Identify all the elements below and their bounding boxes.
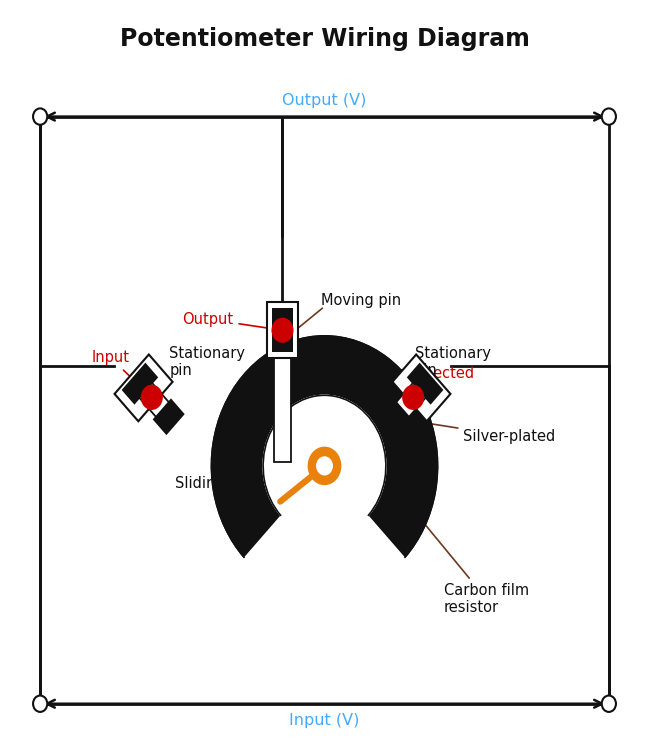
Text: Input: Input (92, 351, 150, 395)
Polygon shape (153, 398, 185, 435)
Text: Stationary
pin: Stationary pin (169, 345, 245, 378)
Bar (275, 358, 291, 463)
Text: Output: Output (182, 312, 280, 330)
Text: Stationary
pin: Stationary pin (415, 345, 491, 378)
Wedge shape (212, 336, 437, 558)
Polygon shape (407, 363, 443, 404)
Circle shape (33, 108, 47, 125)
Circle shape (308, 448, 341, 484)
Polygon shape (121, 363, 158, 404)
Polygon shape (114, 354, 173, 421)
Wedge shape (242, 466, 407, 600)
Text: Sliding piece: Sliding piece (175, 476, 295, 491)
Polygon shape (137, 380, 175, 424)
Circle shape (272, 319, 293, 342)
Circle shape (317, 457, 332, 474)
Bar (267, 302, 298, 358)
Polygon shape (393, 354, 450, 421)
Circle shape (33, 695, 47, 712)
Polygon shape (390, 380, 428, 424)
Circle shape (602, 108, 616, 125)
Circle shape (263, 395, 386, 536)
Bar (272, 308, 293, 352)
Text: Output (V): Output (V) (282, 93, 367, 107)
Polygon shape (380, 398, 412, 435)
Circle shape (141, 386, 162, 410)
Text: Moving pin: Moving pin (321, 293, 401, 308)
Circle shape (403, 386, 424, 410)
Wedge shape (263, 395, 386, 515)
Text: Silver-plated: Silver-plated (418, 421, 556, 444)
Text: Input (V): Input (V) (289, 712, 360, 727)
Text: Carbon film
resistor: Carbon film resistor (420, 518, 529, 615)
Text: Potentiometer Wiring Diagram: Potentiometer Wiring Diagram (119, 28, 530, 51)
Circle shape (602, 695, 616, 712)
Text: GND or unconnected: GND or unconnected (321, 366, 474, 380)
